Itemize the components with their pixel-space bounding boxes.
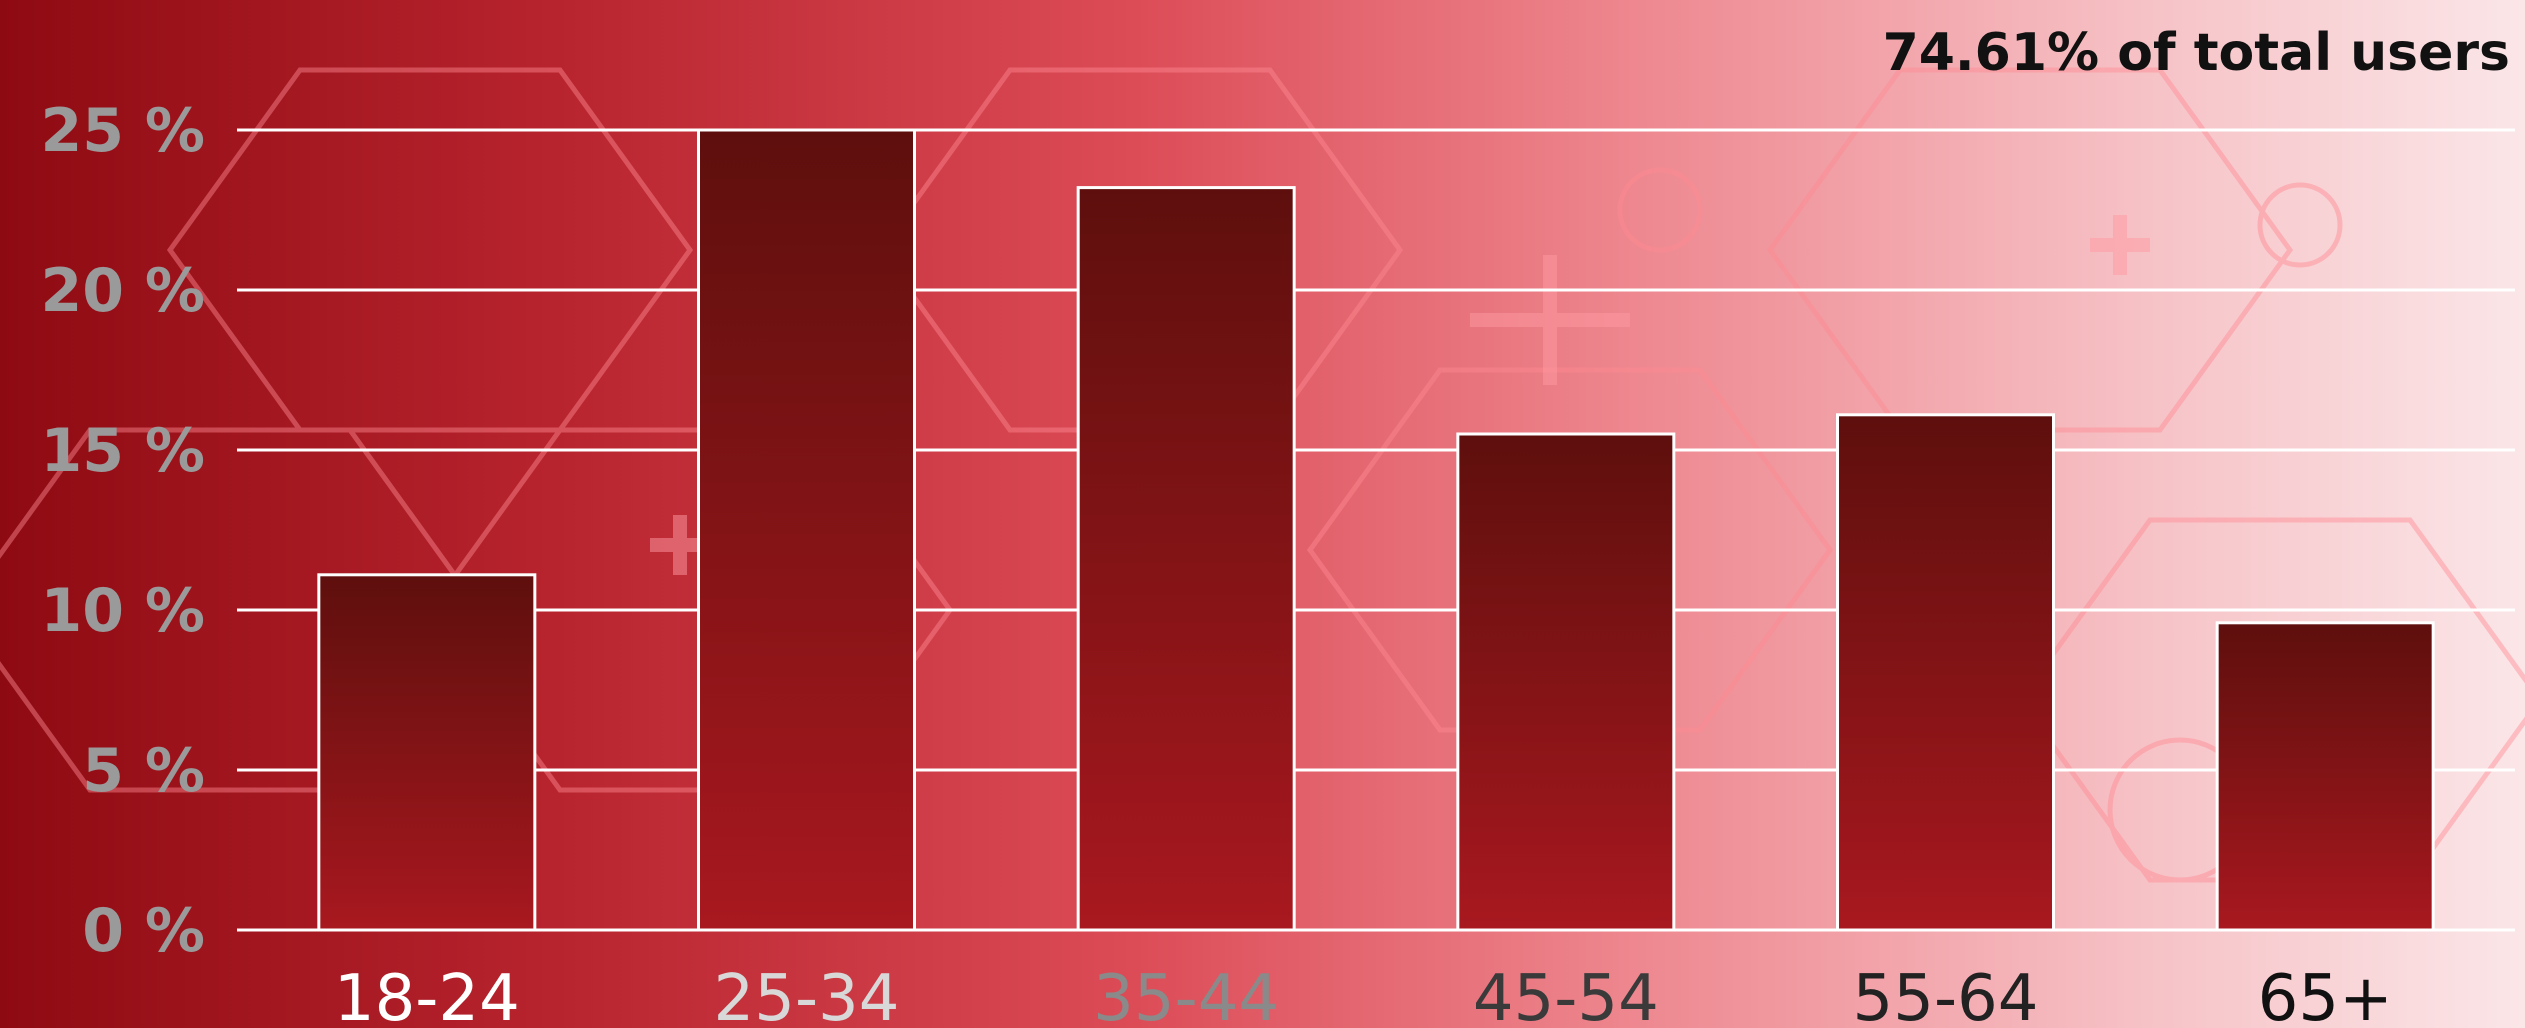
x-axis: 18-24 25-34 35-44 45-54 55-64 65+ [334,962,2393,1028]
y-tick-label: 5 % [82,736,205,806]
gridlines [237,128,2515,932]
bar-18-24 [317,573,537,932]
bar-65+ [2215,621,2435,932]
x-tick-label: 18-24 [334,962,520,1028]
chart-annotation: 74.61% of total users [1883,23,2510,83]
bar-25-34 [697,128,916,932]
y-tick-label: 20 % [40,256,205,326]
y-tick-label: 15 % [40,416,205,486]
y-axis: 0 % 5 % 10 % 15 % 20 % 25 % [40,96,205,966]
y-tick-label: 0 % [82,896,205,966]
y-tick-label: 25 % [40,96,205,166]
x-tick-label: 45-54 [1473,962,1659,1028]
y-tick-label: 10 % [40,576,205,646]
bar-35-44 [1076,186,1296,932]
x-tick-label: 55-64 [1853,962,2039,1028]
x-tick-label: 65+ [2258,962,2393,1028]
bars [317,128,2435,932]
x-tick-label: 35-44 [1093,962,1279,1028]
x-tick-label: 25-34 [714,962,900,1028]
bar-55-64 [1836,413,2055,932]
bar-45-54 [1456,432,1676,932]
